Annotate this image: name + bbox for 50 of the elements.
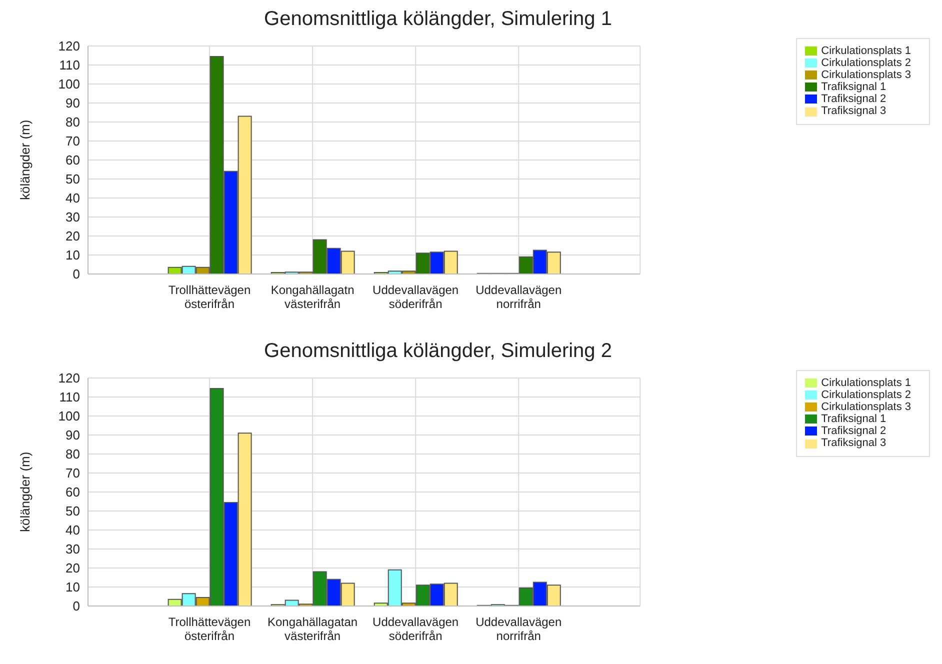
x-tick-label: Uddevallavägen norrifrån: [476, 283, 562, 311]
y-tick-label: 80: [66, 114, 80, 130]
y-tick-label: 0: [72, 266, 80, 282]
y-tick-label: 30: [66, 542, 80, 557]
legend-label: Cirkulationsplats 2: [821, 57, 911, 70]
x-tick-label: Uddevallavägen söderifrån: [372, 615, 459, 643]
x-tick-label: Kongahällagatn västerifrån: [270, 283, 354, 311]
y-tick-label: 40: [66, 190, 80, 206]
x-tick-label: Trollhättevägen österifrån: [168, 283, 251, 311]
x-tick-label: Kongahällagatan västerifrån: [268, 615, 358, 643]
y-tick-label: 90: [66, 428, 80, 443]
legend-label: Trafiksignal 3: [821, 105, 886, 118]
y-tick-label: 50: [66, 172, 80, 187]
y-tick-label: 60: [66, 152, 80, 168]
legend-label: Trafiksignal 1: [821, 413, 886, 426]
y-tick-label: 20: [66, 560, 80, 576]
x-tick-label: Uddevallavägen söderifrån: [372, 283, 459, 311]
legend-label: Cirkulationsplats 1: [821, 45, 911, 57]
y-tick-label: 50: [66, 504, 80, 519]
x-tick-label: Uddevallavägen norrifrån: [476, 615, 562, 643]
chart-title: Genomsnittliga kölängder, Simulering 2: [263, 340, 613, 364]
y-tick-label: 90: [66, 96, 80, 111]
y-axis-title: kölängder (m): [18, 120, 33, 200]
y-tick-label: 120: [58, 38, 80, 54]
legend-label: Cirkulationsplats 2: [821, 389, 911, 402]
y-tick-label: 30: [66, 210, 80, 225]
y-tick-label: 40: [66, 522, 80, 538]
y-tick-label: 60: [66, 484, 80, 500]
legend-label: Cirkulationsplats 3: [821, 401, 911, 414]
y-tick-label: 110: [59, 390, 80, 405]
y-tick-label: 100: [58, 76, 80, 92]
y-tick-label: 120: [58, 370, 80, 386]
legend-label: Trafiksignal 2: [821, 93, 886, 106]
y-tick-label: 70: [66, 134, 80, 149]
legend-label: Cirkulationsplats 3: [821, 69, 911, 82]
legend-label: Trafiksignal 2: [821, 425, 886, 438]
legend-label: Cirkulationsplats 1: [821, 377, 911, 389]
legend-label: Trafiksignal 3: [821, 437, 886, 450]
y-tick-label: 110: [59, 58, 80, 73]
y-tick-label: 0: [72, 598, 80, 614]
y-axis-title: kölängder (m): [18, 452, 33, 532]
y-tick-label: 20: [66, 228, 80, 244]
y-tick-label: 10: [66, 248, 80, 263]
x-tick-label: Trollhättevägen österifrån: [168, 615, 251, 643]
y-tick-label: 70: [66, 466, 80, 481]
legend-label: Trafiksignal 1: [821, 81, 886, 94]
y-tick-label: 100: [58, 408, 80, 424]
chart-title: Genomsnittliga kölängder, Simulering 1: [263, 8, 613, 32]
y-tick-label: 80: [66, 446, 80, 462]
y-tick-label: 10: [66, 580, 80, 595]
